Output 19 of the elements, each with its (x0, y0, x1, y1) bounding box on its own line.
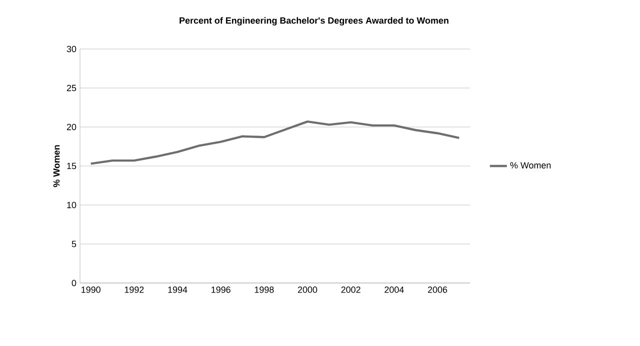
x-tick-label: 1998 (254, 286, 274, 293)
x-tick-label: 2004 (384, 286, 404, 293)
y-tick-label: 0 (72, 280, 76, 286)
x-tick-label: 2006 (428, 286, 448, 293)
y-tick-label: 30 (66, 46, 76, 52)
x-tick-label: 1990 (82, 286, 100, 293)
x-tick-label: 2002 (341, 286, 360, 293)
y-axis-title: % Women (53, 145, 60, 188)
x-tick-label: 1992 (124, 286, 144, 293)
x-tick-label: 2000 (298, 286, 318, 293)
y-tick-label: 25 (66, 84, 76, 92)
chart-title: Percent of Engineering Bachelor's Degrees Awarded to Women (180, 17, 448, 26)
y-tick-label: 5 (72, 240, 76, 248)
legend-label: % Women (510, 162, 551, 168)
y-tick-label: 20 (66, 124, 76, 130)
x-tick-label: 1996 (212, 286, 230, 293)
x-tick-label: 1994 (168, 286, 188, 293)
y-tick-label: 15 (67, 162, 76, 170)
y-tick-label: 10 (67, 202, 76, 208)
